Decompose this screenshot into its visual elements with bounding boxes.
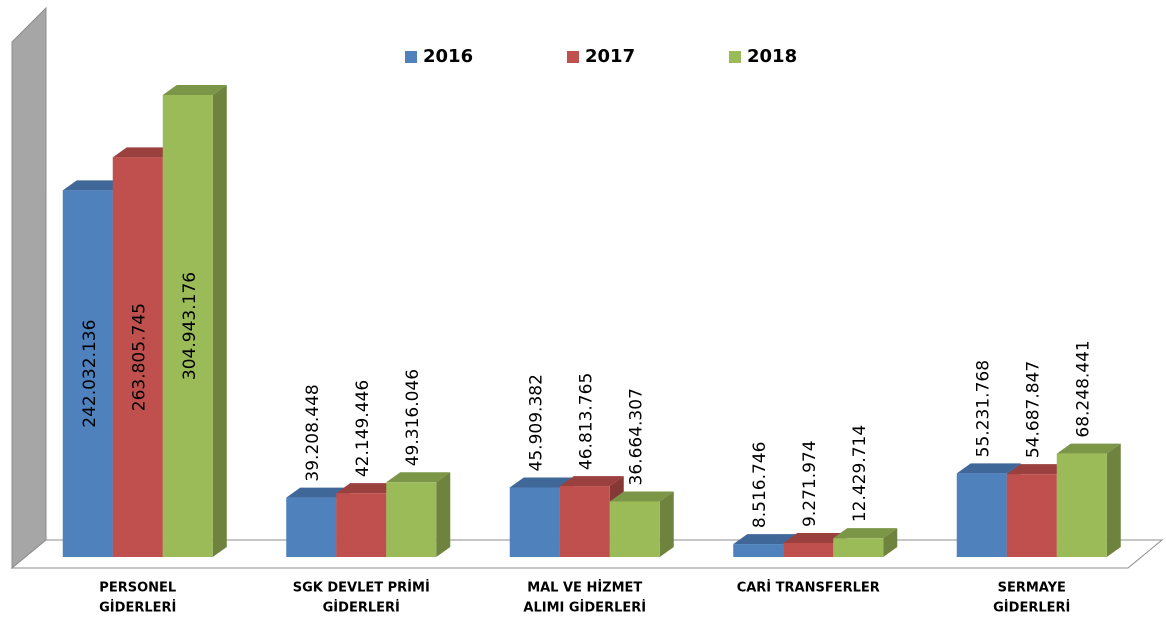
back-wall (11, 6, 47, 570)
x-tick-label: GİDERLERİ (323, 600, 400, 616)
bar-top (609, 491, 674, 502)
data-label: 263.805.745 (130, 303, 150, 411)
bar-top (162, 85, 227, 95)
data-label: 45.909.382 (527, 374, 547, 471)
legend-swatch (405, 51, 417, 63)
bar (162, 85, 227, 557)
bar-top (833, 528, 898, 539)
bar-front (1056, 453, 1107, 557)
data-label: 12.429.714 (850, 425, 870, 522)
bar-top (1056, 443, 1121, 454)
bar-front (833, 538, 884, 557)
bar (609, 491, 674, 557)
bar-front (62, 190, 113, 558)
bar-front (559, 486, 610, 557)
bar-top (783, 532, 848, 543)
legend-label: 2017 (585, 46, 635, 67)
bar-top (336, 483, 401, 494)
bar-top (386, 472, 451, 483)
data-label: 54.687.847 (1024, 361, 1044, 458)
bar (386, 472, 451, 557)
x-tick-label: CARİ TRANSFERLER (737, 580, 880, 596)
x-tick-label: GİDERLERİ (993, 600, 1070, 616)
x-tick-label: ALIMI GİDERLERİ (523, 600, 646, 616)
bar-top (112, 147, 177, 158)
data-label: 42.149.446 (353, 380, 373, 477)
x-tick-label: PERSONEL (99, 581, 176, 596)
bar-front (162, 95, 213, 557)
bar (559, 476, 624, 557)
bar-front (733, 544, 784, 557)
data-label: 68.248.441 (1074, 340, 1094, 437)
bar-top (956, 463, 1021, 474)
data-label: 36.664.307 (627, 388, 647, 485)
bar-top (733, 534, 798, 545)
data-label: 49.316.046 (403, 369, 423, 466)
bar-top (1006, 464, 1071, 475)
bar-top (509, 477, 574, 488)
bar-front (509, 487, 560, 557)
bar (1056, 443, 1121, 557)
bar-front (783, 542, 834, 557)
legend-label: 2016 (423, 46, 473, 67)
data-label: 46.813.765 (577, 373, 597, 470)
data-label: 55.231.768 (974, 360, 994, 457)
legend-label: 2018 (747, 46, 797, 67)
bar-side (659, 491, 674, 557)
x-tick-label: SERMAYE (998, 581, 1066, 596)
bar-front (956, 473, 1007, 557)
legend-swatch (729, 51, 741, 63)
bar (833, 528, 898, 557)
x-tick-label: MAL VE HİZMET (527, 580, 642, 596)
data-label: 39.208.448 (303, 384, 323, 481)
bar-top (62, 180, 127, 191)
bar-side (883, 528, 898, 557)
data-label: 9.271.974 (800, 440, 820, 527)
bar-side (436, 472, 451, 557)
x-tick-label: GİDERLERİ (99, 600, 176, 616)
bar-top (286, 487, 351, 498)
bar-side (1106, 443, 1121, 557)
bar-front (386, 482, 437, 557)
bar-front (112, 157, 163, 557)
bar-front (1006, 474, 1057, 557)
bar-front (286, 497, 337, 557)
bar-top (559, 476, 624, 487)
legend-swatch (567, 51, 579, 63)
bar-front (609, 501, 660, 557)
x-tick-label: SGK DEVLET PRİMİ (293, 580, 430, 596)
bar-side (212, 85, 227, 557)
data-label: 242.032.136 (80, 320, 100, 428)
bar-front (336, 493, 387, 557)
data-label: 8.516.746 (750, 442, 770, 529)
data-label: 304.943.176 (180, 272, 200, 380)
